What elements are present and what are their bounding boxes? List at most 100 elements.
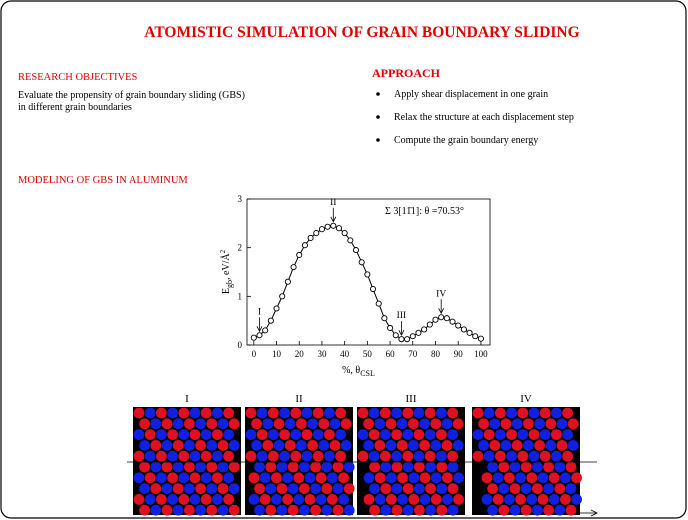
- atom: [279, 429, 290, 440]
- atom: [338, 494, 349, 505]
- annotation-arrowhead: [330, 216, 337, 223]
- panel-label: I: [185, 393, 189, 405]
- atom: [483, 450, 495, 462]
- x-tick-label: 40: [340, 349, 350, 359]
- atom: [452, 440, 464, 451]
- atom: [565, 461, 577, 473]
- data-point: [341, 230, 348, 237]
- atom: [452, 418, 464, 430]
- atom: [217, 504, 229, 516]
- atom: [472, 429, 484, 440]
- atom: [167, 472, 179, 484]
- data-point: [250, 334, 257, 341]
- atom: [436, 461, 448, 473]
- atom: [402, 407, 414, 419]
- atom: [167, 407, 179, 419]
- data-point: [443, 315, 450, 322]
- atom: [139, 461, 151, 473]
- atom: [391, 483, 403, 494]
- atom: [447, 504, 459, 516]
- data-point: [347, 237, 354, 244]
- atom: [511, 418, 523, 430]
- atom: [430, 494, 442, 505]
- atom: [312, 407, 324, 419]
- atom: [483, 407, 495, 419]
- atom: [262, 418, 274, 430]
- atom: [293, 494, 305, 505]
- data-point: [375, 300, 382, 307]
- atom: [276, 504, 288, 516]
- atom: [200, 429, 212, 440]
- atom: [256, 450, 268, 462]
- atom: [156, 494, 167, 505]
- x-tick-label: 0: [252, 349, 257, 359]
- atom: [424, 407, 436, 419]
- atom: [343, 504, 355, 516]
- atom: [397, 494, 408, 505]
- atom: [425, 483, 436, 494]
- atom: [195, 440, 207, 451]
- atom: [380, 461, 392, 473]
- atom: [424, 429, 436, 440]
- atom: [327, 472, 338, 484]
- atom: [487, 483, 498, 494]
- data-point: [284, 278, 291, 285]
- bullet: [376, 115, 380, 119]
- atom: [133, 472, 145, 484]
- atom: [363, 494, 375, 505]
- annotation-label: II: [330, 198, 336, 208]
- atom: [419, 440, 430, 451]
- data-point: [404, 336, 411, 343]
- atom: [287, 461, 299, 473]
- data-point: [262, 327, 269, 334]
- atom: [245, 450, 257, 462]
- atom: [200, 472, 212, 484]
- atom: [520, 483, 532, 494]
- atom: [287, 504, 299, 516]
- atom: [520, 461, 532, 473]
- data-point: [290, 264, 297, 271]
- atom: [335, 407, 346, 419]
- atom: [430, 440, 442, 451]
- atom: [206, 440, 218, 451]
- atom: [543, 461, 554, 473]
- atom: [419, 494, 431, 505]
- atom: [509, 461, 521, 473]
- atom: [380, 429, 391, 440]
- atom-panels: I II III IV: [133, 393, 582, 516]
- shear-arrowhead: [590, 509, 598, 517]
- atom: [212, 494, 223, 505]
- atom: [248, 494, 260, 505]
- data-point: [438, 314, 445, 321]
- atom: [282, 472, 293, 484]
- data-point: [352, 247, 360, 254]
- atom: [357, 450, 369, 462]
- atom: [245, 407, 257, 419]
- atom: [301, 407, 313, 419]
- atom: [402, 429, 414, 440]
- atom: [565, 483, 577, 494]
- atom: [189, 450, 201, 462]
- atom: [495, 407, 506, 419]
- atom: [268, 407, 279, 419]
- atom: [184, 483, 195, 494]
- x-label-main: %, θ: [342, 365, 360, 376]
- data-point: [301, 242, 308, 249]
- atom: [548, 472, 560, 484]
- atom: [495, 429, 506, 440]
- atom: [332, 461, 344, 473]
- atom: [228, 483, 240, 494]
- atom: [156, 407, 167, 419]
- atom: [528, 429, 540, 440]
- atom: [150, 440, 162, 451]
- atom: [357, 429, 369, 440]
- atom: [402, 483, 414, 494]
- atom: [167, 494, 179, 505]
- atom: [385, 440, 397, 451]
- atom: [161, 483, 173, 494]
- atom: [408, 440, 419, 451]
- atom: [391, 504, 403, 516]
- atom: [565, 504, 577, 516]
- atom: [386, 472, 397, 484]
- atom: [571, 472, 582, 484]
